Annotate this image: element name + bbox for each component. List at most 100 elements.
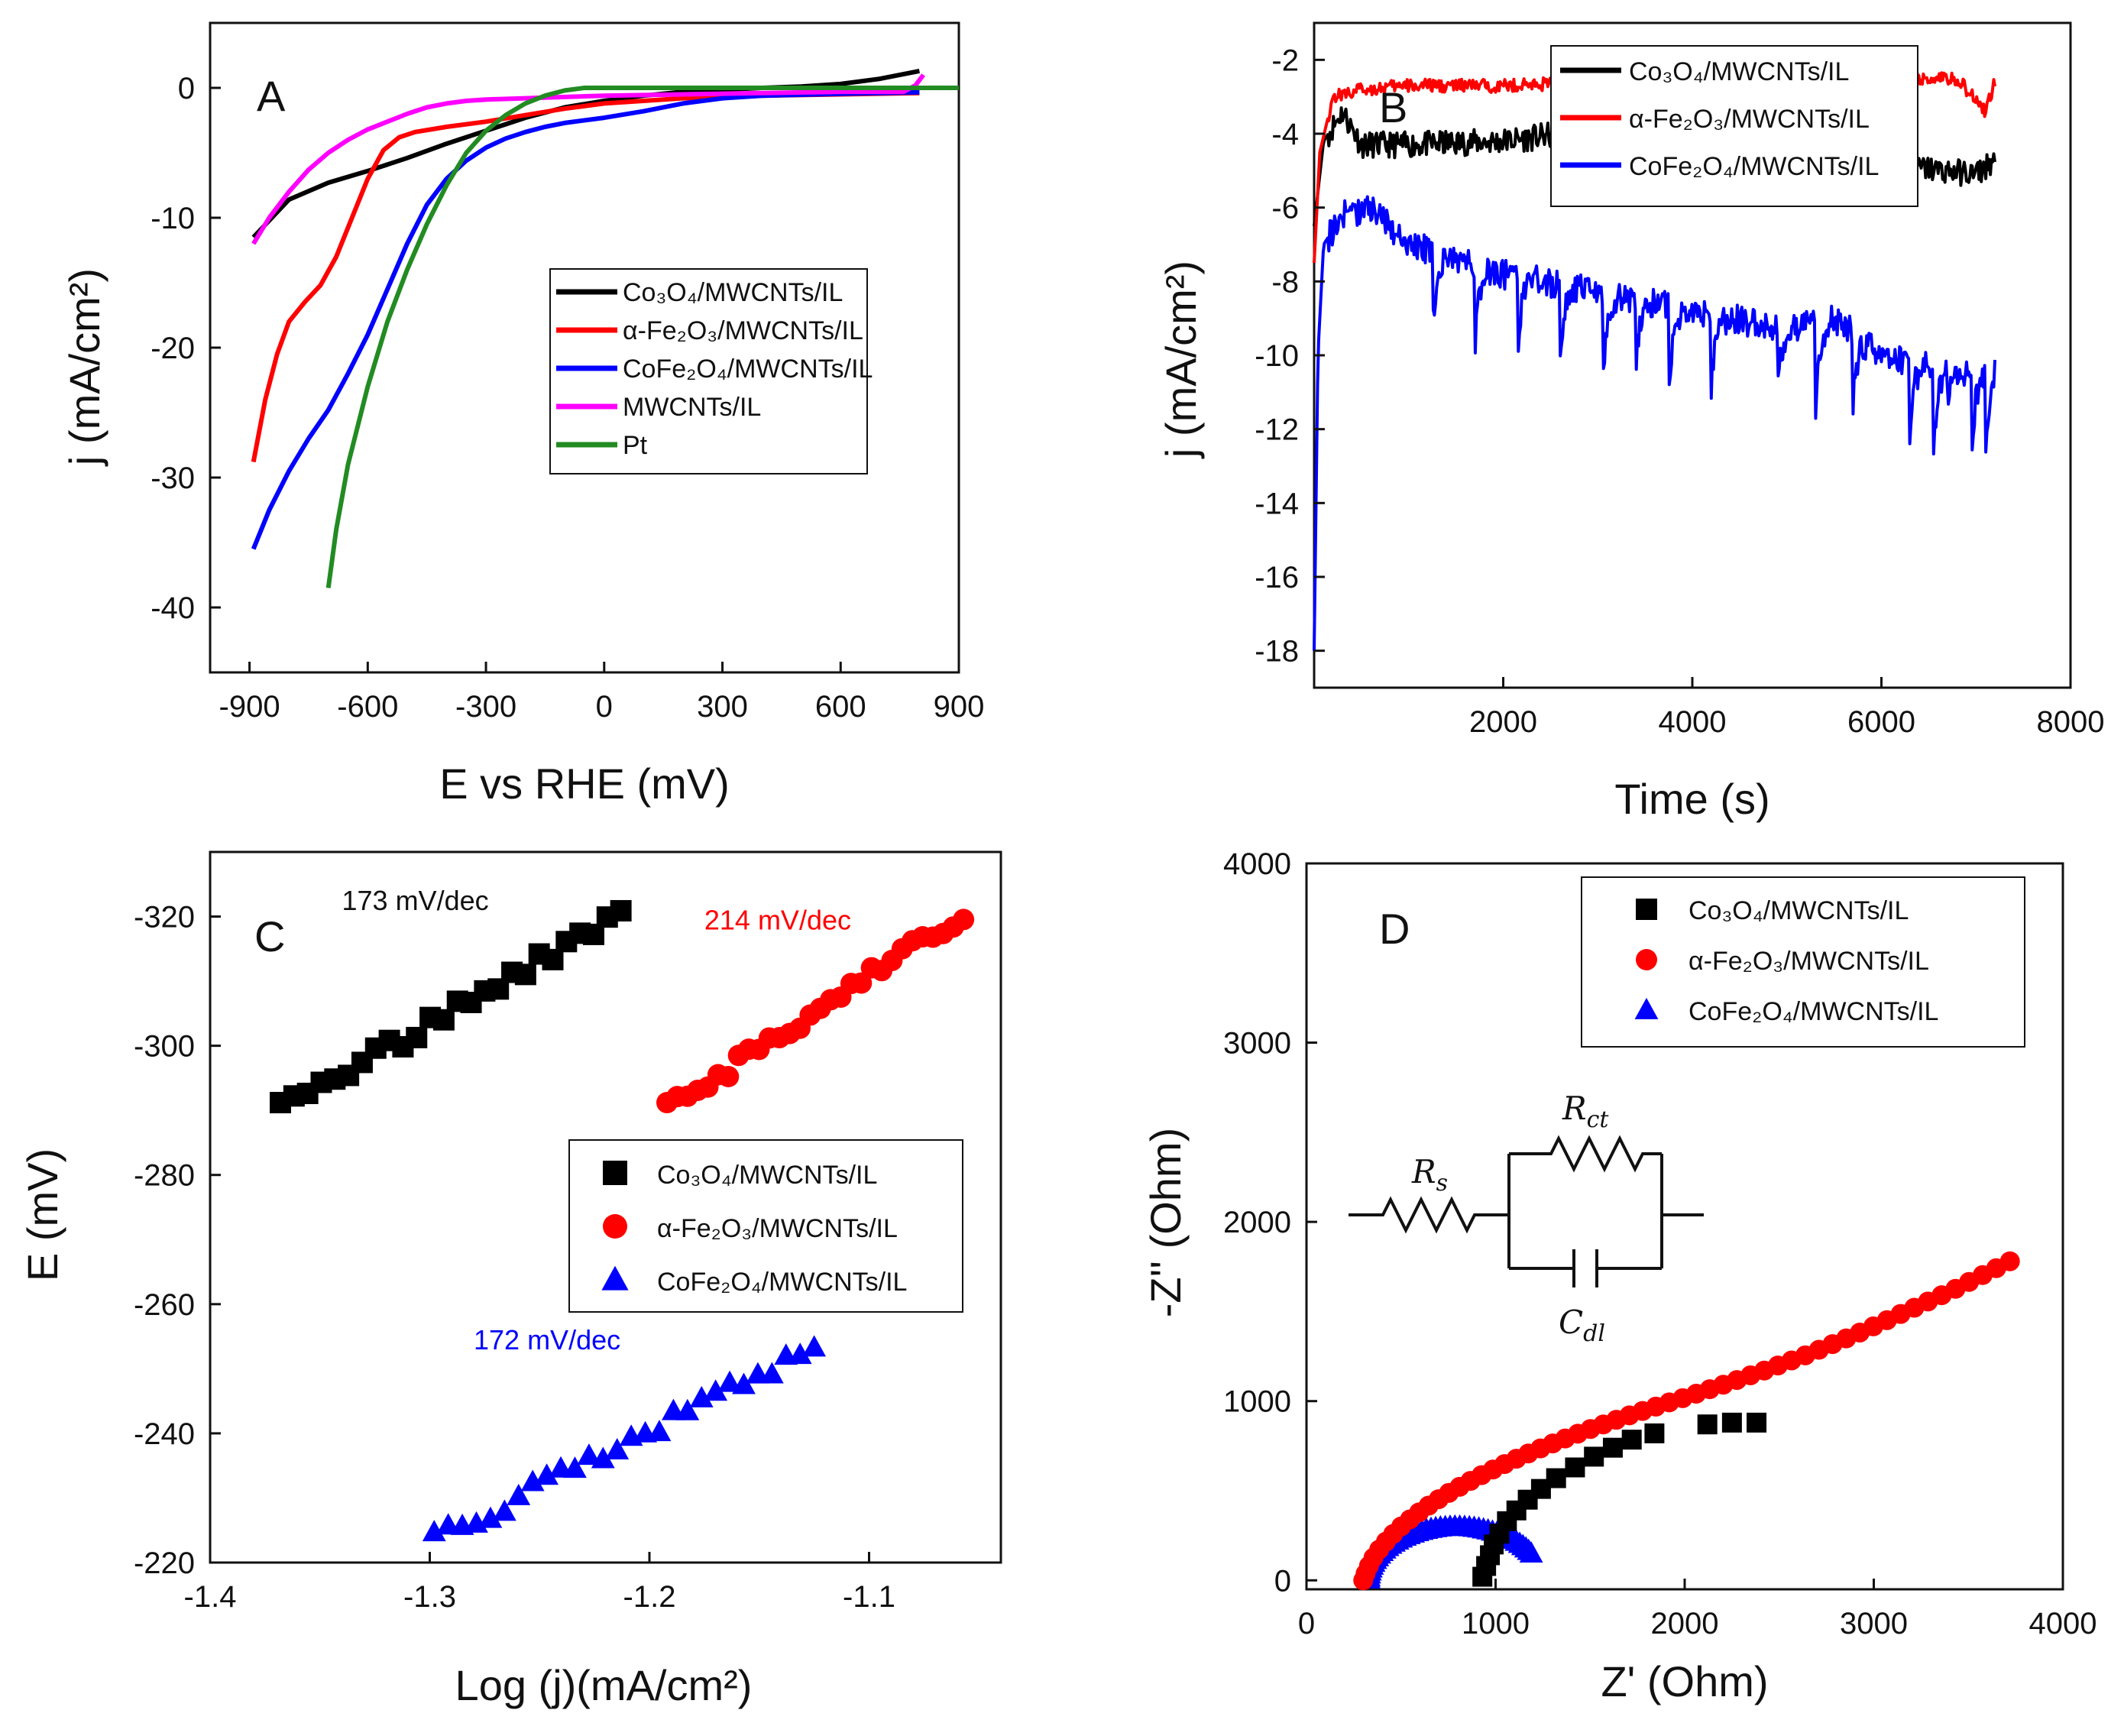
chart-c-legend-label-0: Co₃O₄/MWCNTs/IL [657,1161,877,1190]
chart-d-point-0 [1602,1437,1623,1458]
chart-c-legend-marker-0 [603,1161,627,1185]
chart-c-point-2 [788,1342,812,1365]
chart-a-series-line-2 [251,89,920,550]
circuit-rct-resistor [1509,1135,1662,1173]
chart-a-ytick-label: -20 [151,332,195,365]
chart-b-series-line-2 [1313,195,1996,651]
chart-b-legend-label-2: CoFe₂O₄/MWCNTs/IL [1629,152,1879,181]
chart-d-legend-marker-2 [1634,997,1659,1019]
chart-c-xtick-label: -1.3 [403,1580,456,1614]
chart-d-xtick-label: 1000 [1462,1607,1530,1640]
chart-c-ytick-label: -220 [134,1547,195,1580]
chart-c-point-0 [542,948,564,970]
chart-d-xtick-label: 3000 [1840,1607,1908,1640]
chart-c-slope-label-1: 214 mV/dec [704,904,851,935]
chart-d-point-0 [1584,1446,1604,1467]
chart-c-point-2 [759,1362,784,1384]
chart-a-xtick-label: 300 [697,690,748,724]
chart-d-legend-label-0: Co₃O₄/MWCNTs/IL [1689,896,1909,925]
chart-d-legend: Co₃O₄/MWCNTs/IL α-Fe₂O₃/MWCNTs/IL CoFe₂O₄/… [1581,876,2025,1048]
chart-d-ylabel: -Z'' (Ohm) [1141,1128,1190,1317]
equivalent-circuit [1349,1135,1704,1287]
chart-d-legend-marker-1 [1636,949,1657,970]
chart-b-ytick-label: -12 [1255,413,1299,447]
chart-c-point-2 [647,1420,672,1442]
chart-b-legend-label-0: Co₃O₄/MWCNTs/IL [1629,57,1849,86]
chart-c-xtick-label: -1.1 [843,1580,895,1614]
chart-c-legend-box [568,1139,963,1313]
chart-a-xtick-label: 900 [934,690,985,724]
chart-c-ytick-label: -320 [134,901,195,934]
chart-a-xtick-label: 600 [815,690,866,724]
chart-d-legend-marker-0 [1636,899,1657,920]
chart-d: 0 1000 2000 3000 4000 0 1000 2000 3000 4000 D Z' … [1141,847,2096,1705]
chart-a-xlabel: E vs RHE (mV) [439,760,730,808]
chart-c-point-1 [717,1065,740,1087]
chart-c-point-1 [953,908,975,931]
chart-c-point-2 [605,1437,630,1459]
chart-d-ytick-label: 4000 [1223,847,1291,881]
chart-c-point-2 [732,1372,756,1394]
chart-c-ytick-label: -300 [134,1030,195,1064]
chart-a-legend: Co₃O₄/MWCNTs/IL α-Fe₂O₃/MWCNTs/IL CoFe₂O₄/… [549,268,873,474]
chart-c-point-2 [802,1335,827,1357]
chart-d-point-0 [1565,1457,1585,1478]
chart-b-legend: Co₃O₄/MWCNTs/IL α-Fe₂O₃/MWCNTs/IL CoFe₂O₄/… [1550,45,1918,207]
chart-d-legend-label-2: CoFe₂O₄/MWCNTs/IL [1689,997,1938,1026]
chart-c-legend: Co₃O₄/MWCNTs/IL α-Fe₂O₃/MWCNTs/IL CoFe₂O₄/… [568,1139,963,1313]
chart-c-panel-label: C [254,912,285,960]
chart-b-xtick-label: 2000 [1469,705,1537,739]
chart-c-point-2 [717,1370,742,1392]
chart-b-ytick-label: -10 [1255,339,1299,373]
chart-b: 2000 4000 6000 8000-18-16-14-12-10-8-6-4-2 … [1157,21,2105,823]
chart-a-ytick-label: -30 [151,462,195,495]
circuit-cdl-label: Cdl [1559,1304,1605,1347]
chart-c-ylabel: E (mV) [18,1148,66,1281]
chart-c-point-0 [514,964,536,986]
chart-d-ytick-label: 1000 [1223,1385,1291,1419]
chart-c-legend-label-1: α-Fe₂O₃/MWCNTs/IL [657,1214,898,1243]
chart-a-series-line-1 [251,90,920,463]
chart-b-xtick-label: 8000 [2037,705,2105,739]
chart-b-ytick-label: -6 [1271,192,1299,225]
chart-d-point-1 [1999,1251,2020,1271]
chart-a-ytick-label: -40 [151,591,195,625]
chart-c-point-1 [850,972,873,994]
chart-c-ytick-label: -280 [134,1159,195,1193]
circuit-rct-label: Rct [1562,1090,1609,1133]
chart-b-ytick-label: -2 [1271,44,1299,77]
chart-b-xtick-label: 4000 [1659,705,1727,739]
chart-a-series-line-3 [251,73,925,245]
chart-c-point-2 [577,1443,601,1466]
chart-d-ytick-label: 2000 [1223,1206,1291,1239]
chart-d-point-2 [1519,1540,1543,1563]
circuit-rs-resistor [1349,1196,1509,1234]
chart-c-slope-label-2: 172 mV/dec [474,1324,620,1355]
chart-c-slope-label-0: 173 mV/dec [342,885,489,916]
chart-c-xlabel: Log (j)(mA/cm²) [455,1661,753,1709]
chart-d-xtick-label: 0 [1298,1607,1315,1640]
chart-c-point-2 [478,1506,503,1528]
chart-b-ytick-label: -18 [1255,635,1299,669]
chart-c-legend-marker-1 [603,1214,627,1239]
chart-b-panel-label: B [1379,83,1407,131]
chart-a-xtick-label: -900 [219,690,280,724]
chart-c: -1.4 -1.3 -1.2 -1.1 -220 -240 -260 -280 -300 -320… [18,850,1002,1709]
chart-d-xtick-label: 2000 [1651,1607,1719,1640]
chart-a-xtick-label: -600 [337,690,398,724]
chart-d-point-0 [1697,1414,1718,1435]
circuit-cdl-capacitor [1509,1249,1662,1287]
chart-a-legend-label-0: Co₃O₄/MWCNTs/IL [623,278,843,307]
chart-b-ytick-label: -14 [1255,487,1299,520]
chart-d-ytick-label: 3000 [1223,1027,1291,1061]
chart-d-xtick-label: 4000 [2029,1607,2097,1640]
chart-c-point-2 [492,1499,516,1521]
chart-a-xtick-label: 0 [596,690,613,724]
chart-a-xtick-label: -300 [455,690,516,724]
chart-c-point-0 [406,1026,428,1048]
chart-c-ytick-label: -260 [134,1288,195,1322]
chart-c-point-2 [704,1379,728,1401]
chart-b-legend-label-1: α-Fe₂O₃/MWCNTs/IL [1629,105,1870,134]
chart-a-ylabel: j (mA/cm²) [60,268,108,467]
